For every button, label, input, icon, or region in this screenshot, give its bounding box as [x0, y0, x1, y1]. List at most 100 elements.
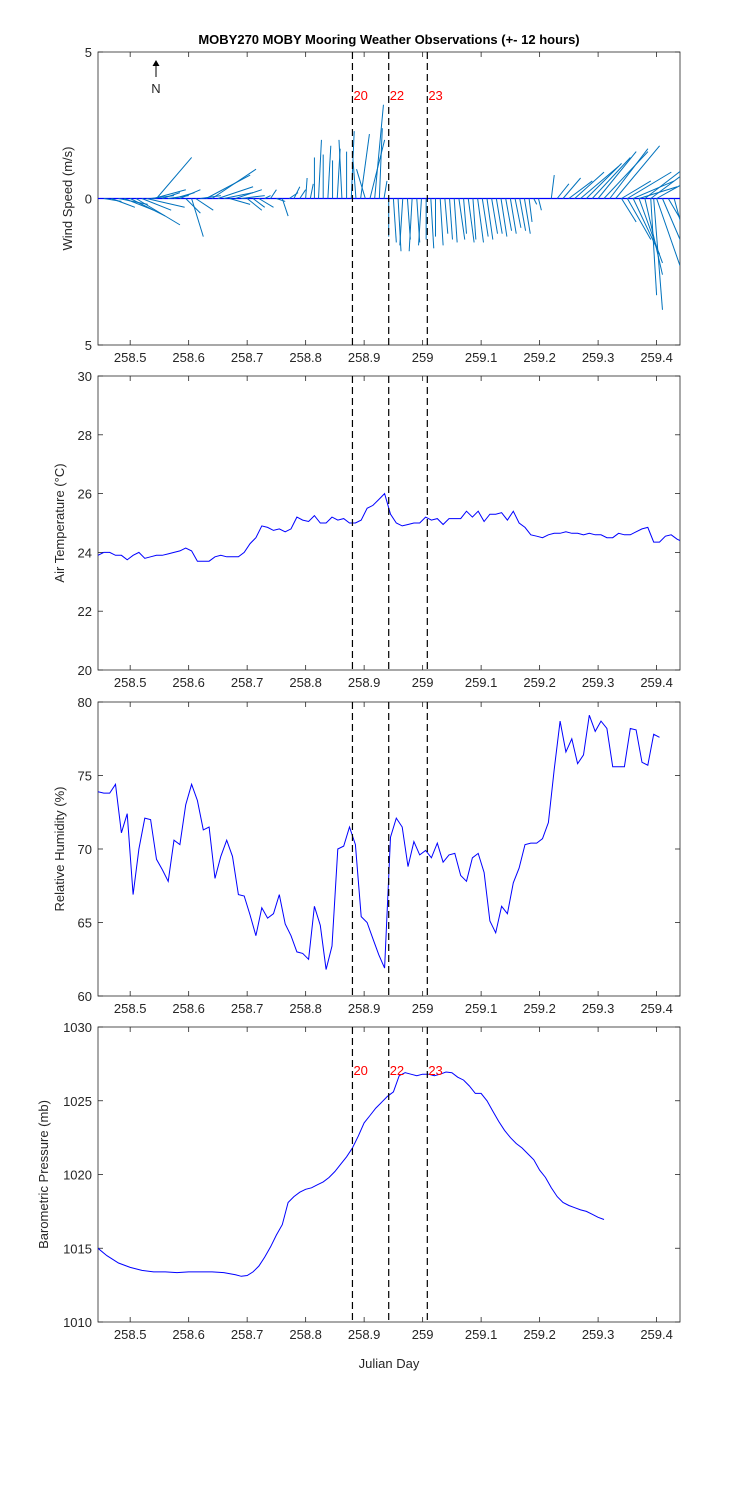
x-tick-label: 258.8 — [289, 1001, 322, 1016]
wind-stick — [644, 198, 663, 275]
plot-area — [98, 492, 680, 562]
y-axis-label: Barometric Pressure (mb) — [36, 1100, 51, 1249]
plot-area — [98, 715, 660, 970]
x-tick-label: 258.6 — [172, 1001, 205, 1016]
y-tick-label: 80 — [78, 695, 92, 710]
wind-stick — [281, 198, 289, 217]
y-tick-label: 75 — [78, 769, 92, 784]
wind-stick — [299, 189, 307, 199]
wind-stick — [383, 180, 388, 199]
north-label: N — [151, 81, 160, 96]
y-tick-label: 1030 — [63, 1020, 92, 1035]
x-tick-label: 259.3 — [582, 1327, 615, 1342]
wind-stick — [661, 198, 680, 241]
x-tick-label: 258.8 — [289, 350, 322, 365]
x-tick-label: 258.7 — [231, 1327, 264, 1342]
panel-4: 258.5 258.6 258.7 258.8 258.9 259 259.1 259.2 25… — [36, 1020, 681, 1342]
wind-stick — [550, 174, 555, 199]
wind-stick — [656, 184, 680, 199]
y-tick-label: 0 — [85, 192, 92, 207]
wind-stick — [270, 189, 277, 199]
panels: 258.5 258.6 258.7 258.8 258.9 259 259.1 259.2 25… — [36, 45, 681, 1342]
wind-stick — [586, 162, 622, 199]
north-arrow-head — [152, 60, 160, 66]
wind-stick — [191, 198, 204, 237]
wind-stick — [449, 198, 453, 240]
wind-stick — [146, 198, 185, 208]
plot-area — [98, 1071, 605, 1277]
x-tick-label: 259.4 — [640, 1001, 673, 1016]
marker-label: 22 — [390, 88, 404, 103]
marker-label: 20 — [353, 88, 367, 103]
wind-stick — [615, 145, 660, 199]
wind-stick — [141, 198, 172, 211]
wind-stick — [223, 192, 254, 199]
wind-stick — [621, 180, 652, 199]
wind-stick — [111, 198, 136, 208]
wind-stick — [523, 198, 531, 234]
wind-stick — [162, 192, 181, 199]
x-tick-label: 259.4 — [640, 675, 673, 690]
wind-stick — [195, 198, 214, 211]
x-tick-label: 259.4 — [640, 1327, 673, 1342]
x-tick-label: 259.2 — [523, 1327, 556, 1342]
x-tick-label: 259.2 — [523, 350, 556, 365]
x-tick-label: 259.1 — [465, 1327, 498, 1342]
wind-stick — [519, 198, 527, 231]
x-tick-label: 259 — [412, 1001, 434, 1016]
wind-stick — [644, 170, 680, 199]
x-tick-label: 259.2 — [523, 1001, 556, 1016]
wind-stick — [633, 180, 675, 199]
wind-stick — [246, 198, 263, 211]
y-tick-label: 70 — [78, 842, 92, 857]
y-axis-label: Air Temperature (°C) — [52, 463, 67, 582]
x-tick-label: 259.3 — [582, 350, 615, 365]
x-tick-label: 258.7 — [231, 675, 264, 690]
wind-stick — [399, 198, 404, 246]
wind-stick — [491, 198, 499, 234]
wind-stick — [621, 198, 637, 223]
wind-stick — [574, 171, 605, 199]
wind-stick — [229, 198, 251, 205]
x-tick-label: 258.6 — [172, 350, 205, 365]
figure-title: MOBY270 MOBY Mooring Weather Observation… — [198, 32, 579, 47]
wind-stick — [568, 180, 593, 199]
wind-stick — [597, 151, 637, 199]
x-tick-label: 258.5 — [114, 1001, 147, 1016]
x-tick-label: 258.9 — [348, 1001, 381, 1016]
wind-stick — [463, 198, 468, 234]
marker-label: 23 — [428, 88, 442, 103]
panel-2: 258.5 258.6 258.7 258.8 258.9 259 259.1 259.2 25… — [52, 369, 681, 690]
x-tick-label: 258.6 — [172, 675, 205, 690]
wind-stick — [397, 198, 402, 252]
y-axis-label: Relative Humidity (%) — [52, 787, 67, 912]
wind-stick — [500, 198, 508, 237]
wind-stick — [378, 128, 383, 199]
y-tick-label: 24 — [78, 545, 92, 560]
wind-stick — [118, 198, 148, 205]
wind-stick — [495, 198, 503, 234]
wind-stick — [185, 198, 201, 214]
wind-stick — [653, 198, 663, 310]
wind-stick — [467, 198, 475, 243]
wind-stick — [392, 198, 397, 243]
panel-3: 258.5 258.6 258.7 258.8 258.9 259 259.1 259.2 25… — [52, 695, 681, 1016]
x-tick-label: 259.3 — [582, 675, 615, 690]
wind-stick — [453, 198, 458, 243]
y-tick-label: 30 — [78, 369, 92, 384]
wind-stick — [650, 198, 658, 296]
x-tick-label: 258.8 — [289, 675, 322, 690]
x-tick-label: 258.7 — [231, 350, 264, 365]
x-tick-label: 258.5 — [114, 1327, 147, 1342]
wind-stick — [627, 171, 672, 199]
y-tick-label: 5 — [85, 338, 92, 353]
wind-stick — [338, 139, 343, 199]
panel-1: 258.5 258.6 258.7 258.8 258.9 259 259.1 259.2 25… — [60, 45, 681, 365]
wind-stick — [305, 177, 308, 199]
wind-stick — [408, 198, 413, 252]
marker-label: 20 — [353, 1063, 367, 1078]
wind-stick — [235, 189, 262, 199]
marker-label: 22 — [390, 1063, 404, 1078]
x-tick-label: 258.5 — [114, 350, 147, 365]
